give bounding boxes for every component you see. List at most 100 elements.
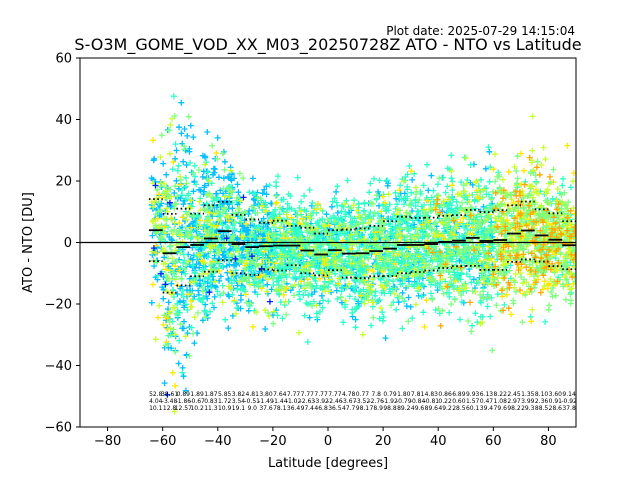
bin-annotation: 98.8 bbox=[383, 405, 397, 412]
bin-annotation: 1.08 bbox=[494, 398, 508, 405]
bin-annotation: 2.45 bbox=[507, 391, 521, 398]
bin-annotation: 0.47 bbox=[480, 398, 494, 405]
scatter-markers bbox=[150, 182, 273, 398]
bin-annotation: 8.10 bbox=[535, 391, 549, 398]
bin-annotation: 5.85 bbox=[218, 391, 232, 398]
x-tick-label: 20 bbox=[375, 434, 392, 449]
x-tick-label: 80 bbox=[540, 434, 557, 449]
bin-annotation: 1.72 bbox=[218, 398, 232, 405]
bin-annotation: 7.77 bbox=[314, 391, 328, 398]
bin-annotation: 7.77 bbox=[301, 391, 315, 398]
bin-annotation: -3.92 bbox=[313, 398, 329, 405]
bin-annotation: 0.79 bbox=[383, 391, 397, 398]
bin-annotation: -1.92 bbox=[382, 398, 398, 405]
bin-annotation: 7.77 bbox=[328, 391, 342, 398]
bin-annotation: -3.48 bbox=[162, 398, 178, 405]
bin-annotation: 9.14 bbox=[562, 391, 576, 398]
bin-annotation: -0.84 bbox=[410, 398, 426, 405]
bin-annotation: 0.91 bbox=[549, 398, 563, 405]
bin-annotation: 78.1 bbox=[273, 405, 287, 412]
bin-annotation: 4.78 bbox=[342, 391, 356, 398]
bin-annotation: 0.77 bbox=[356, 391, 370, 398]
bin-annotation: -0.67 bbox=[189, 398, 205, 405]
bin-annotation: 12.8 bbox=[163, 405, 177, 412]
bin-annotation: 10.1 bbox=[149, 405, 163, 412]
x-axis-label: Latitude [degrees] bbox=[268, 456, 388, 471]
bin-annotation: 78.9 bbox=[370, 405, 384, 412]
bin-annotation: 3.60 bbox=[549, 391, 563, 398]
bin-annotation: 19.1 bbox=[232, 405, 246, 412]
bin-annotation: -0.79 bbox=[396, 398, 412, 405]
bin-annotation: 1.35 bbox=[521, 391, 535, 398]
scatter-markers bbox=[425, 154, 576, 329]
bin-annotation: 1.87 bbox=[204, 391, 218, 398]
bin-annotation: 0.60 bbox=[452, 398, 466, 405]
bin-annotation: -1.86 bbox=[176, 398, 192, 405]
bin-annotation: 3.99 bbox=[521, 398, 535, 405]
bin-annotation: 29.3 bbox=[521, 405, 535, 412]
bin-annotation: -0.51 bbox=[244, 398, 260, 405]
bin-annotation: -2.63 bbox=[300, 398, 316, 405]
bin-annotation: -1.44 bbox=[272, 398, 288, 405]
bin-annotation: 7.81 bbox=[411, 391, 425, 398]
x-tick-label: −20 bbox=[259, 434, 286, 449]
bin-annotation: 46.8 bbox=[314, 405, 328, 412]
bin-annotation: 37.8 bbox=[562, 405, 576, 412]
x-tick-label: 60 bbox=[485, 434, 502, 449]
bin-annotation: -1.49 bbox=[258, 398, 274, 405]
bin-annotation: 37.6 bbox=[259, 405, 273, 412]
bin-annotation: 10.9 bbox=[218, 405, 232, 412]
bin-annotation: 89.2 bbox=[397, 405, 411, 412]
scatter-points bbox=[148, 93, 576, 415]
bin-annotation: 89.6 bbox=[425, 405, 439, 412]
bin-annotation: 0.83 bbox=[204, 398, 218, 405]
bin-annotation: 0.86 bbox=[438, 391, 452, 398]
bin-annotation: -3.52 bbox=[355, 398, 371, 405]
y-tick-label: 0 bbox=[64, 236, 72, 251]
x-tick-label: 0 bbox=[324, 434, 332, 449]
bin-annotation: 8.22 bbox=[494, 391, 508, 398]
bin-annotation: 0.22 bbox=[438, 398, 452, 405]
bin-annotation: 36.4 bbox=[287, 405, 301, 412]
bin-annotation: 97.4 bbox=[301, 405, 315, 412]
y-tick-label: 20 bbox=[55, 175, 72, 190]
bin-annotation: 9.93 bbox=[466, 391, 480, 398]
x-tick-label: −40 bbox=[204, 434, 231, 449]
bin-annotation: 28.5 bbox=[452, 405, 466, 412]
x-axis: −80 −60 −40 −20 0 20 40 60 80 bbox=[94, 427, 557, 449]
bin-annotation: 12.57 bbox=[175, 405, 192, 412]
bin-annotation: 79.6 bbox=[494, 405, 508, 412]
bin-annotation: 9.0 bbox=[247, 405, 257, 412]
bin-annotation: 38.61 bbox=[161, 391, 178, 398]
bin-annotation: 6.89 bbox=[452, 391, 466, 398]
bin-annotation: 3.54 bbox=[232, 398, 246, 405]
bin-annotation: 98.2 bbox=[507, 405, 521, 412]
bin-annotation: 60.1 bbox=[466, 405, 480, 412]
bin-annotation: -2.76 bbox=[368, 398, 384, 405]
bin-annotation: 1.57 bbox=[466, 398, 480, 405]
bin-annotation: 10.2 bbox=[190, 405, 204, 412]
bin-annotation: -0.92 bbox=[561, 398, 577, 405]
bin-annotation: 49.2 bbox=[438, 405, 452, 412]
y-axis: −60 −40 −20 0 20 40 60 bbox=[45, 52, 80, 436]
bin-annotation: -3.67 bbox=[341, 398, 357, 405]
bin-annotation: 0.89 bbox=[177, 391, 191, 398]
bin-annotation: 36.5 bbox=[328, 405, 342, 412]
bin-annotation: 2.36 bbox=[535, 398, 549, 405]
y-axis-label: ATO - NTO [DU] bbox=[21, 192, 36, 293]
bin-annotation: 6.13 bbox=[480, 391, 494, 398]
bin-annotation: 4.04 bbox=[149, 398, 163, 405]
bin-statistics bbox=[148, 198, 576, 294]
bin-annotation: 1.80 bbox=[397, 391, 411, 398]
bin-annotation: 47.7 bbox=[342, 405, 356, 412]
bin-annotation: 2.97 bbox=[507, 398, 521, 405]
bin-annotation: -1.02 bbox=[286, 398, 302, 405]
x-tick-label: 40 bbox=[430, 434, 447, 449]
bin-annotation: 49.6 bbox=[411, 405, 425, 412]
bin-annotation: -0.81 bbox=[424, 398, 440, 405]
y-tick-label: 60 bbox=[55, 52, 72, 67]
x-tick-label: −60 bbox=[149, 434, 176, 449]
chart-title: S-O3M_GOME_VOD_XX_M03_20250728Z ATO - NT… bbox=[74, 35, 581, 55]
